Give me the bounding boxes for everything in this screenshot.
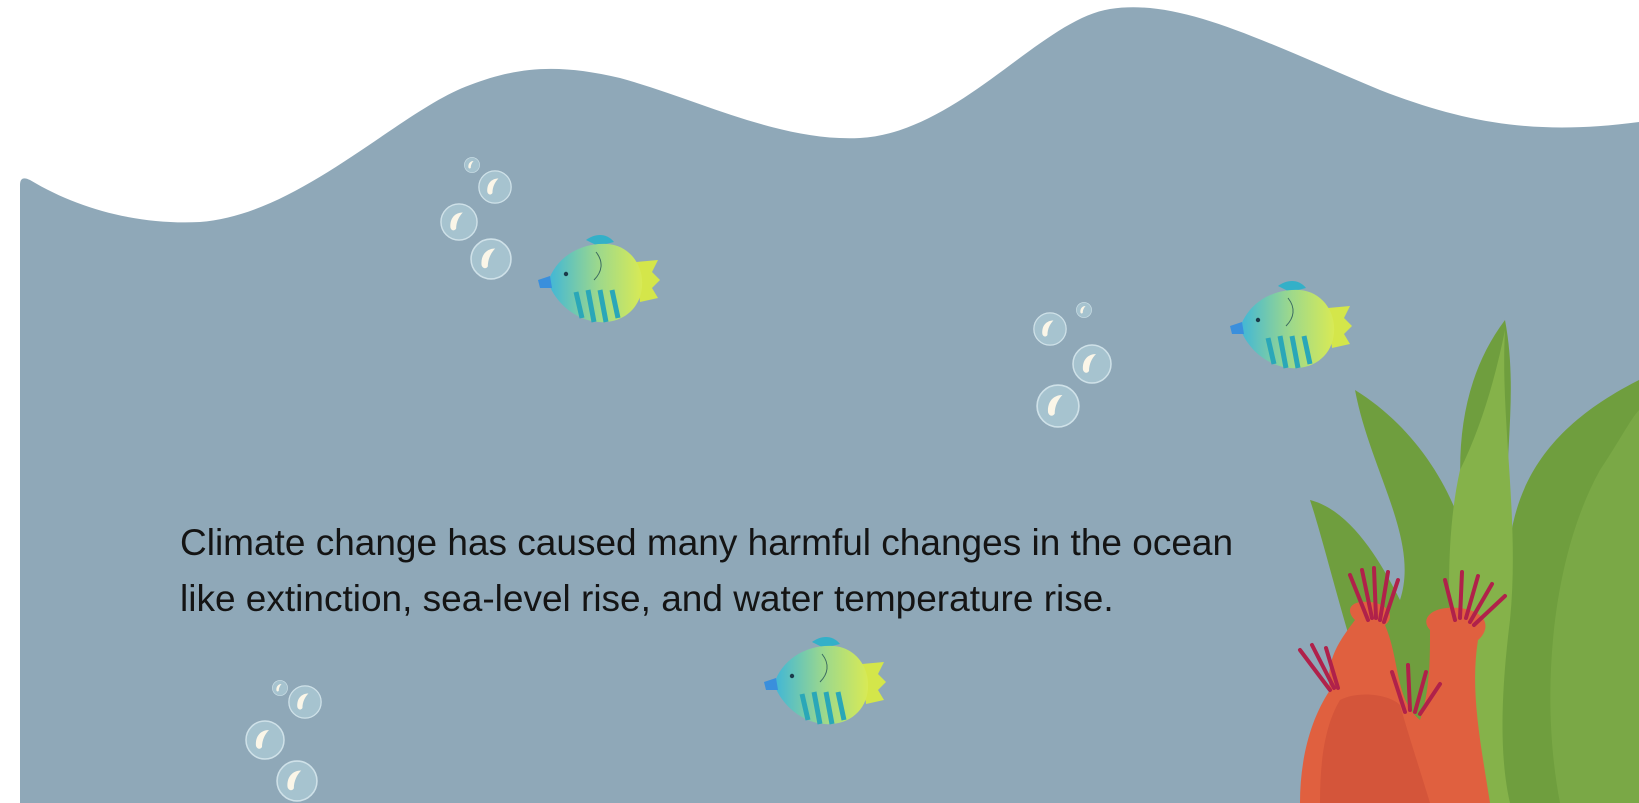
coral <box>1298 566 1507 803</box>
ocean-wave <box>20 7 1639 803</box>
body-text: Climate change has caused many harmful c… <box>180 522 1233 619</box>
text-line: like extinction, sea-level rise, and wat… <box>180 578 1114 619</box>
text-line: Climate change has caused many harmful c… <box>180 522 1233 563</box>
